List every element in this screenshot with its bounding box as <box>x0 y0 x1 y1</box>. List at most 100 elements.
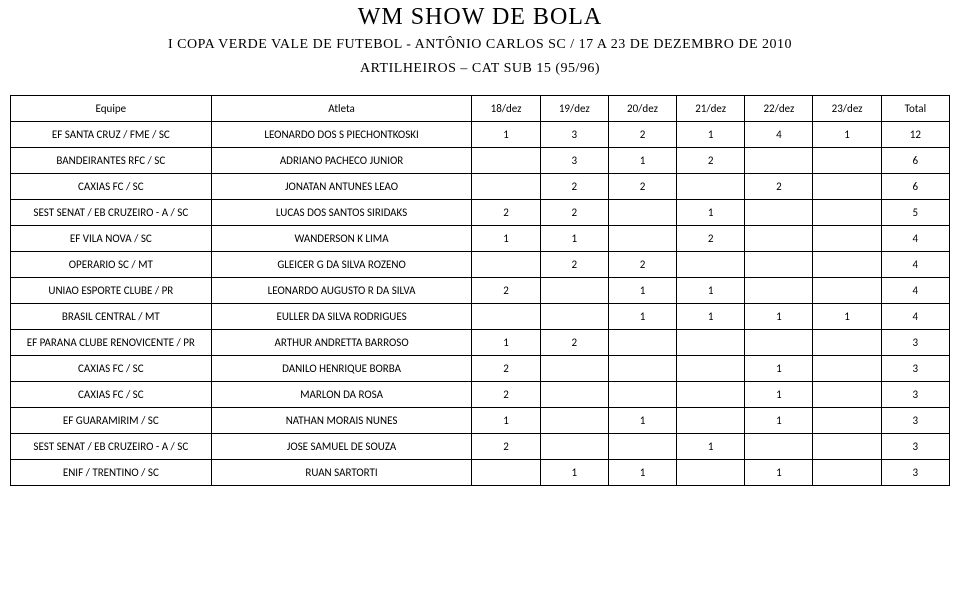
cell-day <box>813 330 881 356</box>
table-row: BRASIL CENTRAL / MTEULLER DA SILVA RODRI… <box>11 304 950 330</box>
cell-day: 3 <box>540 122 608 148</box>
cell-day <box>677 330 745 356</box>
cell-day: 2 <box>472 434 540 460</box>
cell-day: 1 <box>472 330 540 356</box>
cell-atleta: NATHAN MORAIS NUNES <box>211 408 472 434</box>
cell-day: 1 <box>677 304 745 330</box>
table-row: CAXIAS FC / SCMARLON DA ROSA213 <box>11 382 950 408</box>
cell-equipe: CAXIAS FC / SC <box>11 356 212 382</box>
cell-day: 2 <box>540 174 608 200</box>
cell-day: 2 <box>472 278 540 304</box>
cell-day <box>745 330 813 356</box>
cell-day <box>472 148 540 174</box>
table-row: EF PARANA CLUBE RENOVICENTE / PRARTHUR A… <box>11 330 950 356</box>
cell-day <box>608 434 676 460</box>
cell-atleta: WANDERSON K LIMA <box>211 226 472 252</box>
cell-day: 2 <box>540 330 608 356</box>
col-20dez: 20/dez <box>608 96 676 122</box>
table-row: CAXIAS FC / SCDANILO HENRIQUE BORBA213 <box>11 356 950 382</box>
cell-atleta: JONATAN ANTUNES LEAO <box>211 174 472 200</box>
scorers-table: Equipe Atleta 18/dez 19/dez 20/dez 21/de… <box>10 95 950 486</box>
cell-equipe: EF VILA NOVA / SC <box>11 226 212 252</box>
cell-total: 12 <box>881 122 949 148</box>
table-row: SEST SENAT / EB CRUZEIRO - A / SCLUCAS D… <box>11 200 950 226</box>
cell-total: 5 <box>881 200 949 226</box>
cell-day <box>608 382 676 408</box>
cell-total: 6 <box>881 174 949 200</box>
cell-total: 4 <box>881 226 949 252</box>
cell-day: 1 <box>608 460 676 486</box>
cell-atleta: RUAN SARTORTI <box>211 460 472 486</box>
table-row: UNIAO ESPORTE CLUBE / PRLEONARDO AUGUSTO… <box>11 278 950 304</box>
cell-day <box>813 356 881 382</box>
cell-equipe: CAXIAS FC / SC <box>11 382 212 408</box>
table-row: SEST SENAT / EB CRUZEIRO - A / SCJOSE SA… <box>11 434 950 460</box>
cell-total: 6 <box>881 148 949 174</box>
cell-day <box>472 252 540 278</box>
cell-day <box>745 148 813 174</box>
col-18dez: 18/dez <box>472 96 540 122</box>
cell-equipe: CAXIAS FC / SC <box>11 174 212 200</box>
cell-day: 1 <box>677 200 745 226</box>
cell-day <box>540 304 608 330</box>
cell-total: 3 <box>881 330 949 356</box>
cell-atleta: MARLON DA ROSA <box>211 382 472 408</box>
table-row: OPERARIO SC / MTGLEICER G DA SILVA ROZEN… <box>11 252 950 278</box>
cell-day <box>813 434 881 460</box>
page-title-2: I COPA VERDE VALE DE FUTEBOL - ANTÔNIO C… <box>0 37 960 53</box>
table-row: BANDEIRANTES RFC / SCADRIANO PACHECO JUN… <box>11 148 950 174</box>
cell-equipe: EF GUARAMIRIM / SC <box>11 408 212 434</box>
cell-equipe: BANDEIRANTES RFC / SC <box>11 148 212 174</box>
cell-day: 2 <box>677 226 745 252</box>
cell-day: 2 <box>608 252 676 278</box>
cell-total: 3 <box>881 382 949 408</box>
cell-total: 4 <box>881 304 949 330</box>
cell-equipe: EF SANTA CRUZ / FME / SC <box>11 122 212 148</box>
cell-day <box>677 356 745 382</box>
col-equipe: Equipe <box>11 96 212 122</box>
cell-day: 1 <box>608 304 676 330</box>
col-total: Total <box>881 96 949 122</box>
cell-day: 2 <box>745 174 813 200</box>
col-21dez: 21/dez <box>677 96 745 122</box>
cell-day <box>608 200 676 226</box>
table-body: EF SANTA CRUZ / FME / SCLEONARDO DOS S P… <box>11 122 950 486</box>
cell-day: 1 <box>813 122 881 148</box>
cell-total: 3 <box>881 356 949 382</box>
cell-equipe: ENIF / TRENTINO / SC <box>11 460 212 486</box>
cell-day: 2 <box>472 382 540 408</box>
cell-atleta: LEONARDO AUGUSTO R DA SILVA <box>211 278 472 304</box>
cell-day: 1 <box>472 408 540 434</box>
document-page: WM SHOW DE BOLA I COPA VERDE VALE DE FUT… <box>0 0 960 486</box>
cell-day <box>677 382 745 408</box>
cell-equipe: EF PARANA CLUBE RENOVICENTE / PR <box>11 330 212 356</box>
table-row: EF GUARAMIRIM / SCNATHAN MORAIS NUNES111… <box>11 408 950 434</box>
cell-day <box>813 200 881 226</box>
table-row: EF SANTA CRUZ / FME / SCLEONARDO DOS S P… <box>11 122 950 148</box>
cell-day: 1 <box>813 304 881 330</box>
table-header-row: Equipe Atleta 18/dez 19/dez 20/dez 21/de… <box>11 96 950 122</box>
cell-day: 1 <box>745 304 813 330</box>
cell-total: 4 <box>881 252 949 278</box>
cell-atleta: JOSE SAMUEL DE SOUZA <box>211 434 472 460</box>
col-22dez: 22/dez <box>745 96 813 122</box>
cell-day <box>472 304 540 330</box>
cell-day: 1 <box>677 434 745 460</box>
cell-day: 1 <box>677 122 745 148</box>
cell-day: 2 <box>472 356 540 382</box>
col-atleta: Atleta <box>211 96 472 122</box>
cell-day <box>813 174 881 200</box>
cell-total: 4 <box>881 278 949 304</box>
cell-atleta: ARTHUR ANDRETTA BARROSO <box>211 330 472 356</box>
cell-day: 1 <box>677 278 745 304</box>
cell-day <box>540 434 608 460</box>
cell-day <box>472 174 540 200</box>
cell-atleta: LEONARDO DOS S PIECHONTKOSKI <box>211 122 472 148</box>
cell-day <box>813 460 881 486</box>
cell-day: 4 <box>745 122 813 148</box>
cell-day: 1 <box>745 356 813 382</box>
cell-day <box>813 148 881 174</box>
cell-day <box>540 382 608 408</box>
page-title-3: ARTILHEIROS – CAT SUB 15 (95/96) <box>0 61 960 77</box>
cell-equipe: BRASIL CENTRAL / MT <box>11 304 212 330</box>
